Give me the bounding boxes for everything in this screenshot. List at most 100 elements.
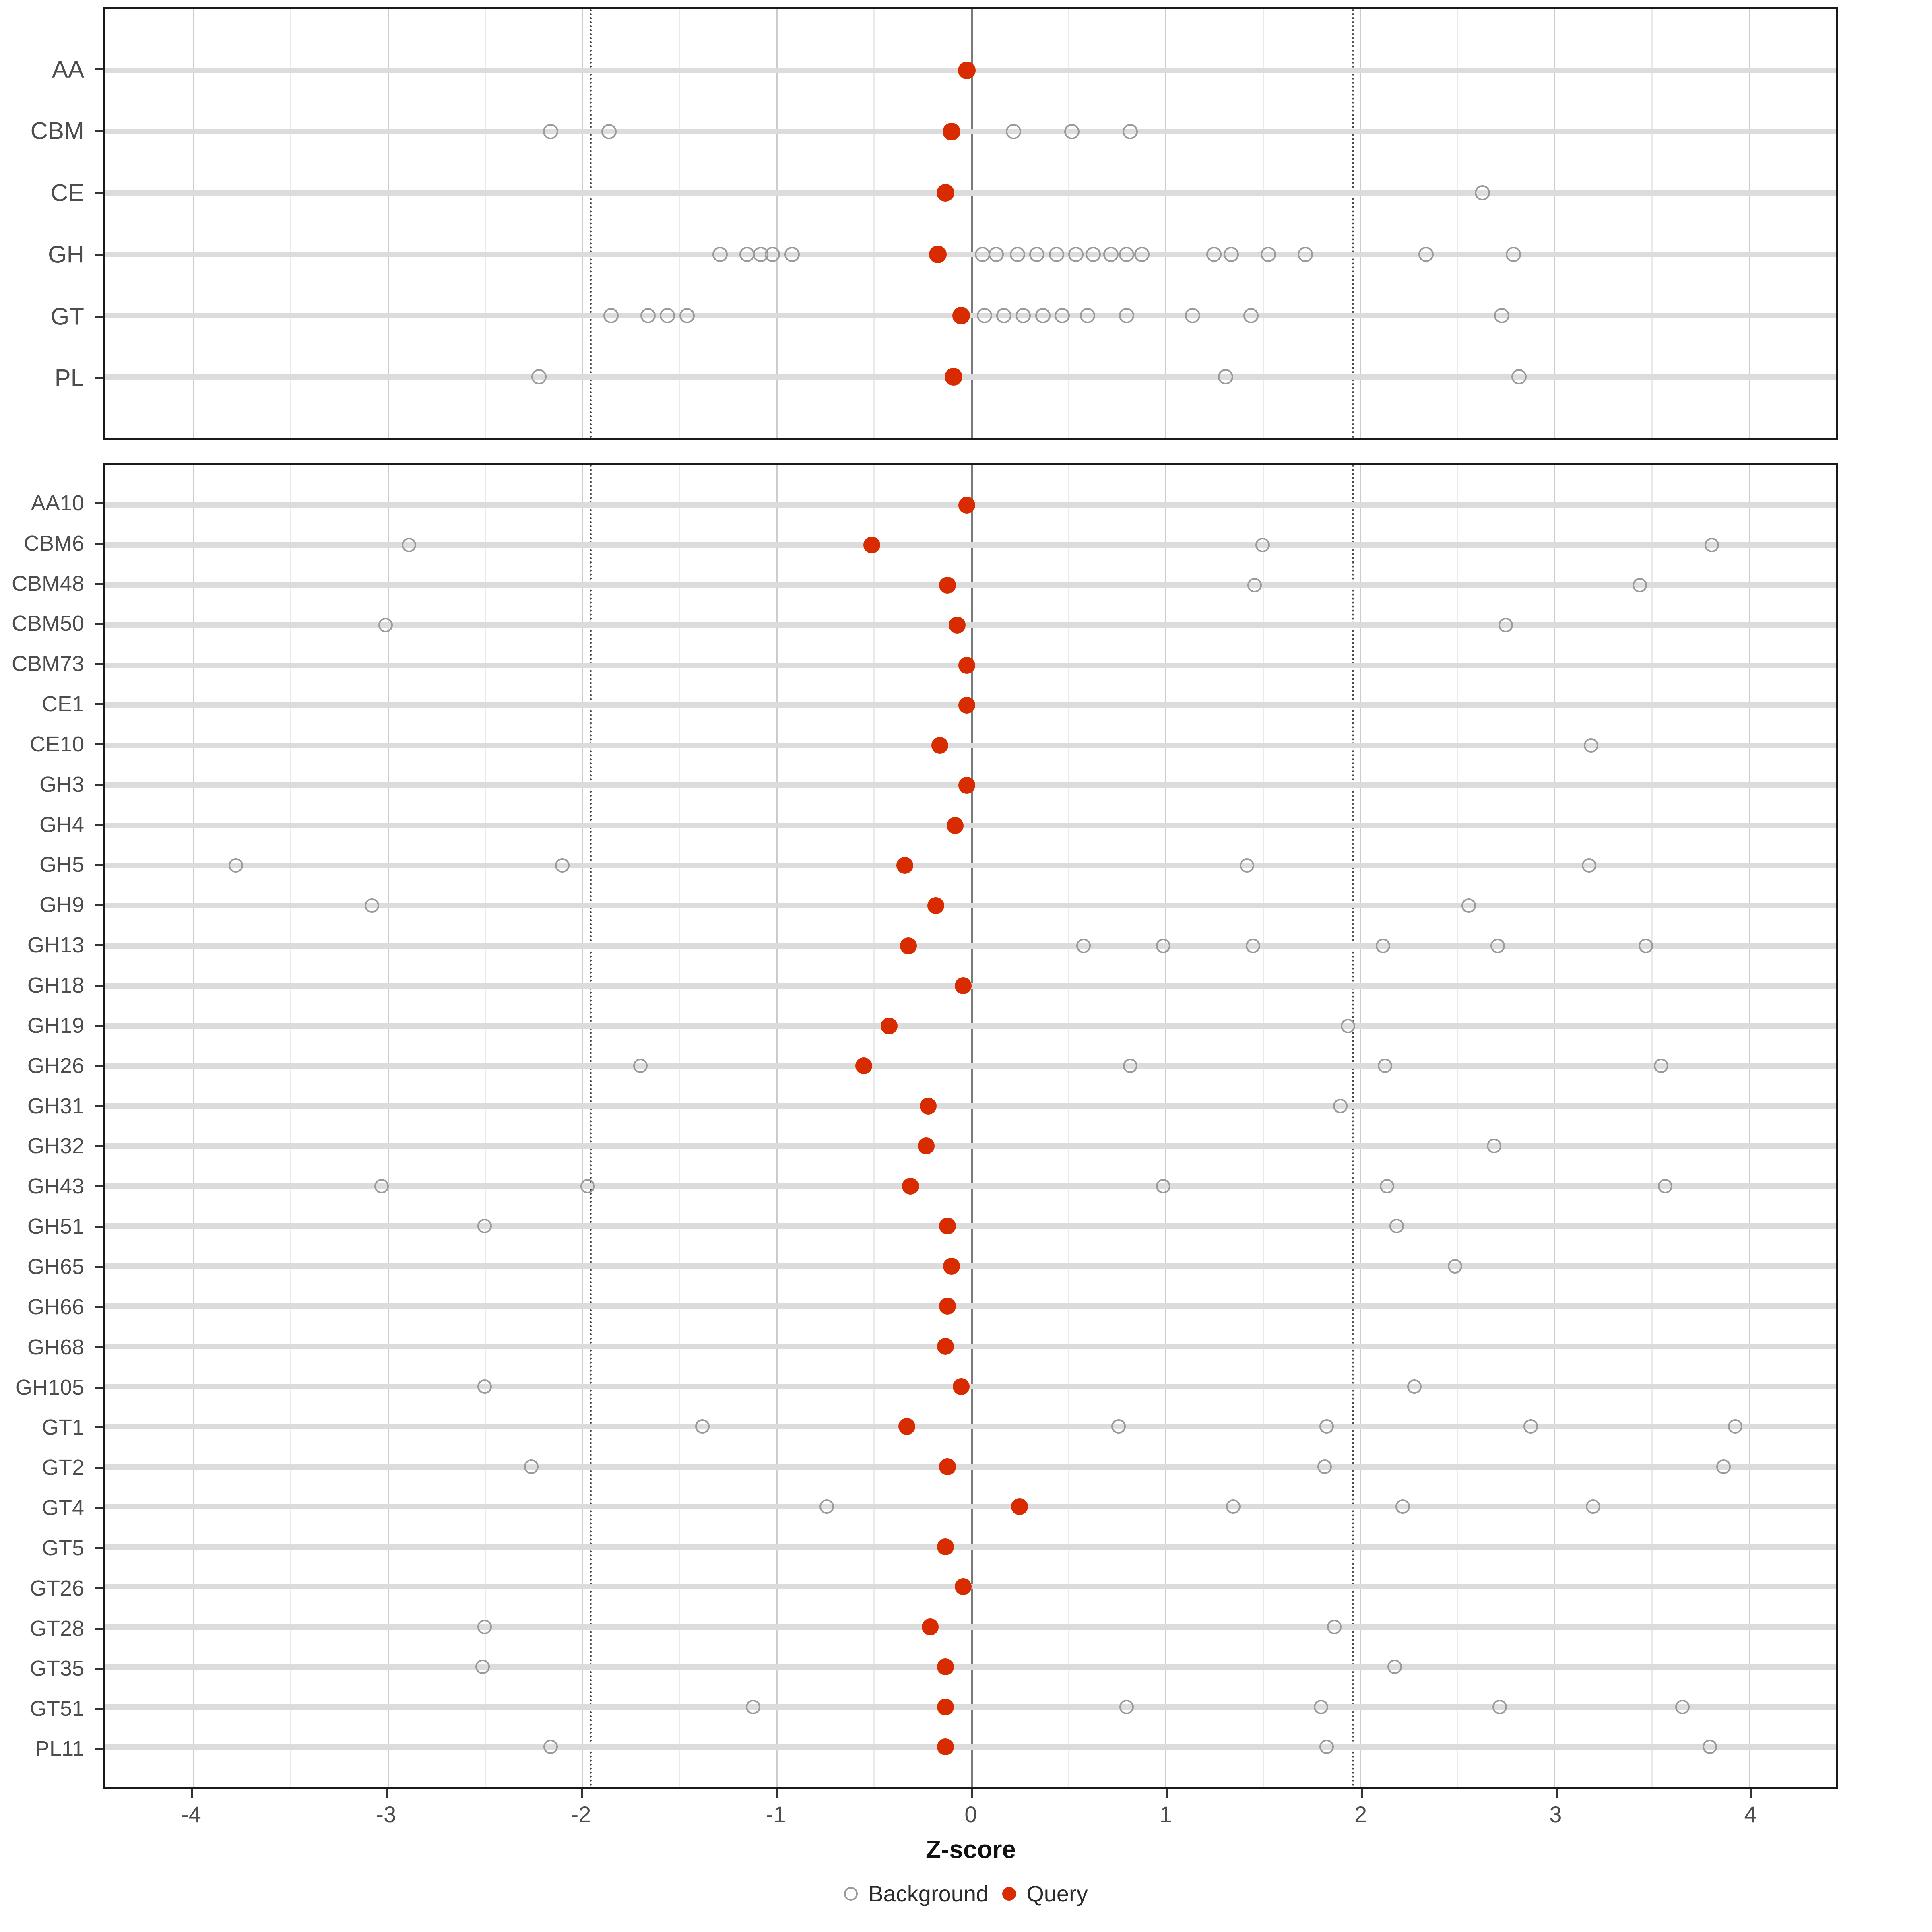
y-axis-label-gh9: GH9 <box>39 893 84 917</box>
legend-item-query: Query <box>1002 1880 1088 1907</box>
gridline-minor <box>679 9 681 438</box>
background-point <box>1505 246 1521 262</box>
y-axis-tick <box>95 1185 103 1188</box>
background-point <box>1006 124 1022 140</box>
background-point <box>1633 578 1647 592</box>
row-baseline <box>105 622 1836 628</box>
x-axis-tick-label: -3 <box>376 1802 396 1827</box>
y-axis-tick <box>95 743 103 745</box>
background-point <box>1218 369 1233 384</box>
y-axis-tick <box>95 864 103 866</box>
row-baseline <box>105 1544 1836 1550</box>
background-point <box>543 1740 558 1754</box>
background-point <box>475 1660 490 1674</box>
x-axis-tick-label: 0 <box>964 1802 977 1827</box>
y-axis-tick <box>95 130 103 132</box>
y-axis-label-gh68: GH68 <box>27 1335 84 1359</box>
background-point <box>640 308 656 323</box>
background-point <box>1226 1499 1241 1514</box>
query-point <box>937 1658 954 1676</box>
y-axis-tick <box>95 1426 103 1429</box>
row-baseline <box>105 943 1836 949</box>
query-point <box>881 1017 898 1034</box>
background-point <box>1511 369 1527 384</box>
threshold-line-1.96 <box>1352 465 1354 1787</box>
background-point <box>531 369 547 384</box>
family-subclass-panel <box>103 463 1838 1789</box>
background-point <box>1076 938 1091 953</box>
query-point <box>939 1298 956 1315</box>
row-baseline <box>105 312 1836 318</box>
x-axis-tick-4 <box>1750 1789 1753 1798</box>
gridline-x-3 <box>1554 9 1556 438</box>
row-baseline <box>105 1063 1836 1069</box>
background-point <box>1119 246 1134 262</box>
x-axis-tick-label: -4 <box>181 1802 201 1827</box>
background-point <box>1319 1419 1334 1434</box>
y-axis-tick <box>95 1507 103 1509</box>
x-axis-tick-label: 3 <box>1549 1802 1562 1827</box>
background-point <box>695 1419 710 1434</box>
y-axis-label-gh13: GH13 <box>27 933 84 958</box>
background-point <box>660 308 675 323</box>
legend-item-background: Background <box>844 1880 989 1907</box>
y-axis-label-ce1: CE1 <box>41 692 84 716</box>
y-axis-label-aa10: AA10 <box>31 491 84 515</box>
query-point <box>937 1738 954 1756</box>
background-point <box>543 124 559 140</box>
threshold-line-1.96 <box>1352 9 1354 438</box>
background-point <box>745 1699 760 1714</box>
background-point <box>1376 938 1391 953</box>
background-point <box>603 308 619 323</box>
gridline-x-1 <box>1165 465 1167 1787</box>
query-point <box>863 537 880 554</box>
y-axis-label-cbm73: CBM73 <box>11 652 84 676</box>
x-axis-tick-label: 1 <box>1159 1802 1172 1827</box>
gridline-x-2 <box>1360 9 1361 438</box>
background-point <box>1123 1059 1138 1073</box>
background-point <box>1035 308 1051 323</box>
background-point <box>1716 1459 1731 1474</box>
background-point <box>580 1179 595 1193</box>
row-baseline <box>105 374 1836 380</box>
y-axis-label-gh26: GH26 <box>27 1053 84 1078</box>
gridline-minor <box>873 465 875 1787</box>
y-axis-tick <box>95 1265 103 1268</box>
y-axis-label-gh: GH <box>48 241 84 268</box>
gridline-minor <box>1068 465 1069 1787</box>
zero-reference-line <box>971 9 973 438</box>
x-axis-tick-label: -2 <box>571 1802 591 1827</box>
y-axis-label-pl11: PL11 <box>35 1737 84 1761</box>
background-point <box>1341 1018 1356 1033</box>
y-axis-tick <box>95 192 103 194</box>
y-axis-label-gh43: GH43 <box>27 1174 84 1199</box>
y-axis-tick <box>95 985 103 987</box>
background-point <box>1156 938 1171 953</box>
query-point <box>939 576 956 594</box>
background-point <box>1582 858 1597 873</box>
row-baseline <box>105 1343 1836 1349</box>
y-axis-tick <box>95 824 103 826</box>
row-baseline <box>105 129 1836 135</box>
background-point <box>1387 1660 1402 1674</box>
y-axis-label-gh4: GH4 <box>39 812 84 837</box>
background-point <box>1255 538 1270 553</box>
background-point <box>1313 1699 1328 1714</box>
gridline-x-2 <box>1360 465 1361 1787</box>
background-point <box>765 246 780 262</box>
background-point <box>1654 1059 1669 1073</box>
query-point <box>937 1338 954 1355</box>
y-axis-label-ce10: CE10 <box>29 732 84 756</box>
background-point <box>1029 246 1045 262</box>
background-point <box>477 1219 492 1234</box>
y-axis-label-gt4: GT4 <box>41 1496 84 1520</box>
y-axis-label-gh105: GH105 <box>15 1375 84 1399</box>
background-point <box>1490 938 1505 953</box>
x-axis-tick-0 <box>971 1789 973 1798</box>
y-axis-label-cbm: CBM <box>30 117 84 144</box>
y-axis-tick <box>95 1386 103 1389</box>
y-axis-tick <box>95 377 103 380</box>
query-point <box>958 496 976 514</box>
gridline-x-4 <box>1748 9 1750 438</box>
